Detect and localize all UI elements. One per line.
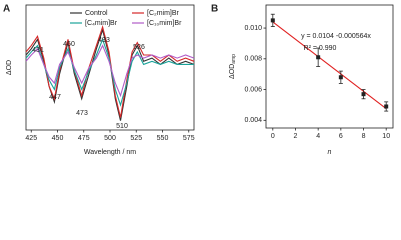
legend-label: [C₁₀mim]Br xyxy=(147,20,182,27)
x-axis-label: Wavelength / nm xyxy=(84,149,136,156)
x-axis-label: n xyxy=(328,149,332,156)
figure: A 425 450 475 500 525 550 575 Wavelength / nm ΔOD… xyxy=(3,4,394,156)
x-tick-label: 8 xyxy=(362,133,366,140)
legend-label: [C₄mim]Br xyxy=(85,20,118,27)
x-tick-label: 475 xyxy=(78,135,90,142)
panel-letter: A xyxy=(3,4,10,15)
peak-label: 473 xyxy=(76,110,88,117)
y-tick-label: 0.008 xyxy=(244,56,262,63)
spectrum-line xyxy=(25,28,195,121)
spectrum-line xyxy=(25,44,195,98)
y-tick-label: 0.004 xyxy=(244,117,262,124)
x-tick-label: 0 xyxy=(271,133,275,140)
y-axis-label: ΔOD xyxy=(6,60,13,75)
spectrum-line xyxy=(25,24,195,118)
fit-line xyxy=(272,21,387,110)
peak-label: 510 xyxy=(116,123,128,130)
x-tick-label: 500 xyxy=(104,135,116,142)
x-tick-label: 2 xyxy=(294,133,298,140)
panel-letter: B xyxy=(211,4,218,15)
y-tick-label: 0.006 xyxy=(244,86,262,93)
y-tick-label: 0.010 xyxy=(244,25,262,32)
plot-frame xyxy=(265,4,394,129)
y-axis-label: ΔODamp xyxy=(229,54,237,79)
x-tick-label: 550 xyxy=(157,135,169,142)
data-point xyxy=(361,92,366,97)
fit-equation: y = 0.0104 -0.000564x xyxy=(301,33,371,40)
peak-label: 431 xyxy=(32,47,44,54)
peak-label: 447 xyxy=(49,94,61,101)
data-point xyxy=(338,75,343,80)
peak-label: 526 xyxy=(133,44,145,51)
data-point xyxy=(270,18,275,23)
x-tick-label: 10 xyxy=(382,133,390,140)
data-point xyxy=(384,104,389,109)
x-tick-label: 425 xyxy=(25,135,37,142)
legend-label: Control xyxy=(85,10,108,17)
spectrum-line xyxy=(25,37,194,107)
x-tick-label: 525 xyxy=(130,135,142,142)
y-axis-label-subscript: amp xyxy=(231,54,237,64)
x-tick-label: 450 xyxy=(52,135,64,142)
data-point xyxy=(316,55,321,60)
peak-label: 493 xyxy=(98,37,110,44)
x-tick-label: 575 xyxy=(183,135,195,142)
legend-label: [C₂mim]Br xyxy=(147,10,180,17)
x-tick-label: 4 xyxy=(316,133,320,140)
x-tick-label: 6 xyxy=(339,133,343,140)
fit-r2: R² = 0.990 xyxy=(304,45,337,52)
peak-label: 460 xyxy=(63,41,75,48)
